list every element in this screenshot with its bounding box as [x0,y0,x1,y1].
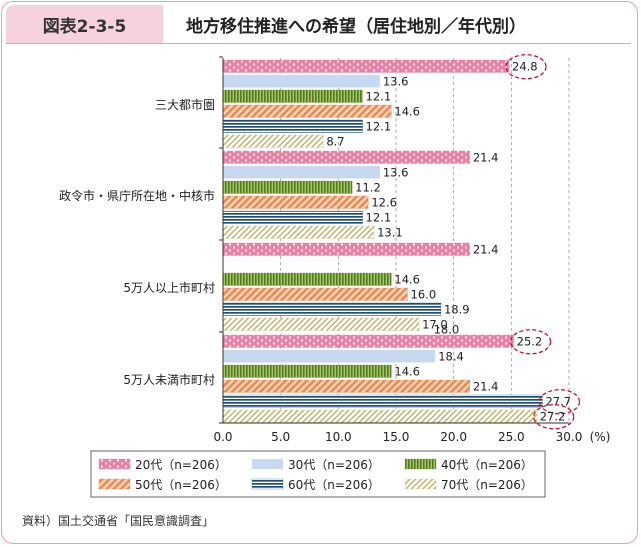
legend-label: 50代（n=206） [135,478,227,492]
x-unit-label: (%) [590,430,611,444]
bar [222,150,470,164]
data-label: 27.2 [540,410,566,424]
x-tick-label: 5.0 [271,430,290,444]
bars [222,59,543,423]
legend-label: 40代（n=206） [441,458,533,472]
bar [222,287,408,301]
title-divider [6,43,631,44]
legend-box [90,450,546,498]
bar [222,210,363,224]
highlight-circle [505,54,547,80]
data-label: 18.0 [434,323,460,337]
source-note: 資料）国土交通省「国民意識調査」 [22,514,215,528]
legend-label: 60代（n=206） [288,478,380,492]
highlight-circle [509,329,552,355]
data-label: 14.6 [394,105,420,119]
bar [222,225,375,239]
bar [222,195,369,209]
bar [222,409,537,423]
bar [223,350,436,363]
bar [222,394,543,408]
data-label: 12.1 [366,90,392,104]
legend-swatch [98,458,131,470]
legend-label: 70代（n=206） [441,478,533,492]
legend-swatch [98,478,131,490]
data-label: 18.9 [444,303,470,317]
axes: 0.0 5.0 10.0 15.0 20.0 25.0 30.0 (%) 三大都市圏政令市・県庁… [59,56,611,444]
category-label: 5万人以上市町村 [123,280,215,295]
data-label: 16.0 [411,288,437,302]
legend-label: 30代（n=206） [288,458,380,472]
legend-swatch [404,458,437,470]
data-label: 21.4 [473,243,499,257]
figure-number: 図表2-3-5 [6,5,163,43]
x-tick-label: 20.0 [440,430,467,444]
data-label: 12.1 [366,211,392,225]
bar [222,89,363,103]
x-tick-label: 15.0 [383,430,410,444]
bar [222,317,420,331]
category-label: 三大都市圏 [155,97,215,112]
data-label: 17.0 [422,318,448,332]
highlight-circle [533,404,575,430]
bar [223,166,380,179]
category-label: 政令市・県庁所在地・中核市 [59,188,215,203]
legend-swatch [251,478,284,490]
data-label: 14.6 [394,273,420,287]
bar [223,75,380,88]
legend-swatch [252,459,283,469]
x-tick-label: 25.0 [498,430,525,444]
data-label: 21.4 [473,151,499,165]
x-tick-label: 0.0 [213,430,232,444]
data-label: 8.7 [326,135,344,149]
data-label: 12.1 [366,120,392,134]
legend: 20代（n=206） 30代（n=206） 40代（n=206） 50代（n=206）… [90,450,546,498]
bar [222,272,392,286]
bar [222,180,353,194]
bar [222,59,510,73]
bar [222,134,324,148]
bar [222,364,392,378]
category-label: 5万人未満市町村 [123,372,215,387]
data-label: 11.2 [355,181,381,195]
figure-title: 地方移住推進への希望（居住地別／年代別） [186,17,526,37]
bar [222,104,392,118]
data-label: 13.6 [383,166,409,180]
data-label: 24.8 [512,60,538,74]
data-label: 12.6 [371,196,397,210]
grid-lines [280,58,570,423]
legend-label: 20代（n=206） [135,458,227,472]
bar [222,379,470,393]
data-label: 18.4 [438,350,464,364]
value-labels: 24.813.612.114.612.18.721.413.611.212.61… [326,54,581,430]
bar [222,242,470,256]
data-label: 27.7 [545,395,571,409]
bar [222,119,363,133]
x-tick-label: 30.0 [556,430,583,444]
data-label: 13.6 [383,75,409,89]
data-label: 25.2 [517,335,543,349]
data-label: 14.6 [394,365,420,379]
x-tick-label: 10.0 [325,430,352,444]
bar [222,334,514,348]
highlight-circle [538,389,581,415]
legend-swatch [404,478,437,490]
bar [222,302,442,316]
data-label: 21.4 [473,380,499,394]
data-label: 13.1 [377,226,403,240]
